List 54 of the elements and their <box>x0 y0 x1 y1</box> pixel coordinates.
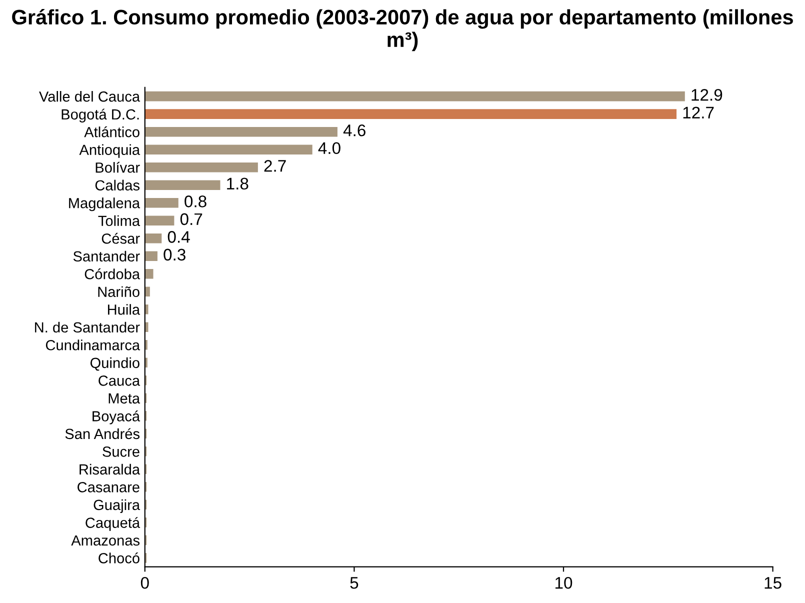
y-tick-label: Caquetá <box>86 517 140 531</box>
bar <box>144 198 178 208</box>
y-tick-label: Cundinamarca <box>46 340 140 350</box>
bar <box>144 109 677 119</box>
y-tick-label: Huila <box>108 304 140 315</box>
bar <box>144 216 174 226</box>
bar <box>144 286 150 296</box>
y-tick-label: Amazonas <box>71 535 140 546</box>
y-tick-label: San Andrés <box>65 428 140 440</box>
y-tick-label: Sucre <box>102 446 140 457</box>
bar <box>144 162 258 172</box>
y-tick-label: Casanare <box>78 482 140 492</box>
chart-title: Gráfico 1. Consumo promedio (2003-2007) de agua por departamento (millones m³) <box>12 9 793 52</box>
bar <box>144 268 154 279</box>
data-label: 0.3 <box>164 248 186 261</box>
data-label: 12.7 <box>683 106 714 118</box>
x-tick-label: 5 <box>350 577 358 589</box>
y-tick-label: Meta <box>108 393 140 404</box>
y-tick-label: Santander <box>73 250 140 262</box>
y-tick-label: Chocó <box>98 552 140 564</box>
y-tick-label: Magdalena <box>69 198 140 212</box>
data-label: 4.0 <box>318 142 340 154</box>
y-tick-label: Caldas <box>95 180 140 191</box>
x-tick-label: 10 <box>556 576 572 589</box>
bar <box>144 233 162 244</box>
y-tick-label: Antioquia <box>79 144 140 158</box>
x-tick-label: 15 <box>764 577 782 589</box>
data-label: 0.7 <box>180 213 202 226</box>
bar <box>144 180 220 190</box>
data-label: 12.9 <box>692 88 722 101</box>
y-tick-label: Boyacá <box>92 410 140 424</box>
y-tick-label: N. de Santander <box>35 322 140 333</box>
data-label: 1.8 <box>227 178 248 190</box>
y-tick-label: Bolívar <box>96 162 140 173</box>
y-tick-label: Bogotá D.C. <box>62 108 139 122</box>
y-tick-label: Quindio <box>90 357 140 371</box>
y-tick-label: Valle del Cauca <box>39 91 140 102</box>
bar <box>144 251 158 261</box>
x-tick-label: 0 <box>140 576 149 589</box>
data-label: 2.7 <box>264 160 286 172</box>
bar <box>144 91 685 102</box>
y-tick-label: Nariño <box>98 286 140 298</box>
y-tick-label: César <box>102 232 140 244</box>
y-tick-label: Risaralda <box>80 464 140 475</box>
y-tick-label: Atlántico <box>84 126 140 138</box>
y-tick-label: Guajira <box>94 499 140 513</box>
bar <box>144 126 338 137</box>
y-tick-label: Cauca <box>98 375 140 386</box>
data-label: 0.4 <box>168 231 190 243</box>
y-tick-label: Córdoba <box>84 268 140 280</box>
bar <box>144 144 312 154</box>
data-label: 0.8 <box>184 196 206 208</box>
y-tick-label: Tolima <box>98 215 140 226</box>
data-label: 4.6 <box>343 124 366 136</box>
